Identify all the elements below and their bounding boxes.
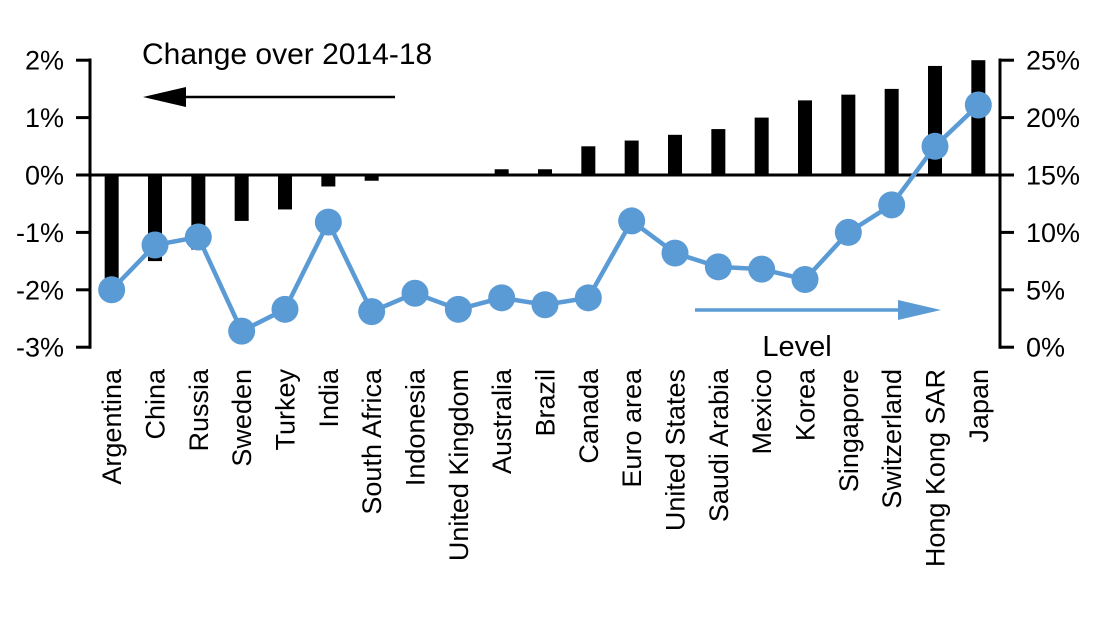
x-label-sweden: Sweden	[227, 369, 257, 467]
level-marker-korea	[791, 265, 819, 293]
x-label-united-states: United States	[661, 369, 691, 531]
left-axis-tick-label-3: -3%	[16, 333, 64, 363]
x-label-indonesia: Indonesia	[401, 368, 431, 486]
bar-euro-area	[624, 140, 639, 175]
level-marker-australia	[488, 284, 516, 312]
x-label-australia: Australia	[487, 368, 517, 474]
x-label-russia: Russia	[184, 368, 214, 452]
level-marker-euro-area	[618, 207, 646, 235]
left-axis-tick-label-2: -2%	[16, 275, 64, 305]
level-marker-saudi-arabia	[704, 253, 732, 281]
bar-arrow-left-head-icon	[143, 87, 186, 107]
x-label-argentina: Argentina	[97, 368, 127, 485]
x-label-mexico: Mexico	[747, 369, 777, 455]
right-axis-tick-label-0: 0%	[1026, 333, 1065, 363]
x-label-china: China	[141, 368, 171, 440]
level-marker-argentina	[98, 276, 126, 304]
level-arrow-right-head-icon	[898, 300, 941, 320]
x-label-south-africa: South Africa	[357, 368, 387, 515]
level-marker-turkey	[271, 295, 299, 323]
level-marker-united-kingdom	[444, 295, 472, 323]
level-marker-hong-kong-sar	[921, 132, 949, 160]
x-label-united-kingdom: United Kingdom	[444, 369, 474, 561]
level-marker-mexico	[748, 255, 776, 283]
chart-title: Change over 2014-18	[142, 38, 432, 71]
bar-south-africa	[364, 175, 379, 181]
level-marker-russia	[184, 223, 212, 251]
x-label-euro-area: Euro area	[617, 368, 647, 488]
bar-sweden	[234, 175, 249, 221]
bar-switzerland	[884, 88, 899, 175]
right-axis-tick-label-15: 15%	[1026, 161, 1080, 191]
bar-australia	[494, 169, 509, 175]
left-axis-tick-label-2: 2%	[25, 46, 64, 76]
left-axis-tick-label-1: 1%	[25, 103, 64, 133]
level-marker-china	[141, 231, 169, 259]
bar-korea	[798, 100, 812, 175]
left-axis-tick-label-1: -1%	[16, 218, 64, 248]
right-axis-tick-label-10: 10%	[1026, 218, 1080, 248]
x-label-korea: Korea	[791, 368, 821, 441]
x-label-brazil: Brazil	[531, 369, 561, 437]
level-marker-canada	[574, 284, 602, 312]
line-series-arrow	[695, 300, 941, 320]
bar-canada	[581, 146, 596, 175]
level-marker-singapore	[834, 218, 862, 246]
bar-brazil	[538, 169, 552, 175]
right-axis-tick-label-5: 5%	[1026, 275, 1065, 305]
bar-argentina	[104, 175, 119, 279]
x-label-india: India	[314, 368, 344, 428]
level-marker-brazil	[531, 291, 559, 319]
bar-turkey	[278, 175, 292, 210]
x-label-japan: Japan	[964, 369, 994, 443]
right-axis-tick-label-25: 25%	[1026, 46, 1080, 76]
level-marker-united-states	[661, 239, 689, 267]
bar-mexico	[754, 117, 769, 175]
level-marker-japan	[964, 91, 992, 119]
level-marker-india	[314, 208, 342, 236]
bar-saudi-arabia	[711, 129, 726, 175]
line-series-label: Level	[762, 331, 831, 363]
level-marker-switzerland	[878, 191, 906, 219]
x-label-singapore: Singapore	[834, 369, 864, 492]
x-label-switzerland: Switzerland	[877, 369, 907, 509]
right-axis-tick-label-20: 20%	[1026, 103, 1080, 133]
bar-india	[321, 175, 336, 187]
x-label-saudi-arabia: Saudi Arabia	[704, 368, 734, 522]
bar-united-states	[668, 134, 682, 175]
level-marker-south-africa	[358, 298, 386, 326]
left-axis-tick-label-0: 0%	[25, 161, 64, 191]
bar-series-arrow	[143, 87, 395, 107]
level-marker-sweden	[228, 317, 256, 345]
x-label-turkey: Turkey	[271, 369, 301, 451]
level-marker-indonesia	[401, 279, 429, 307]
x-label-hong-kong-sar: Hong Kong SAR	[921, 369, 951, 567]
bar-singapore	[841, 94, 856, 175]
x-label-canada: Canada	[574, 368, 604, 464]
